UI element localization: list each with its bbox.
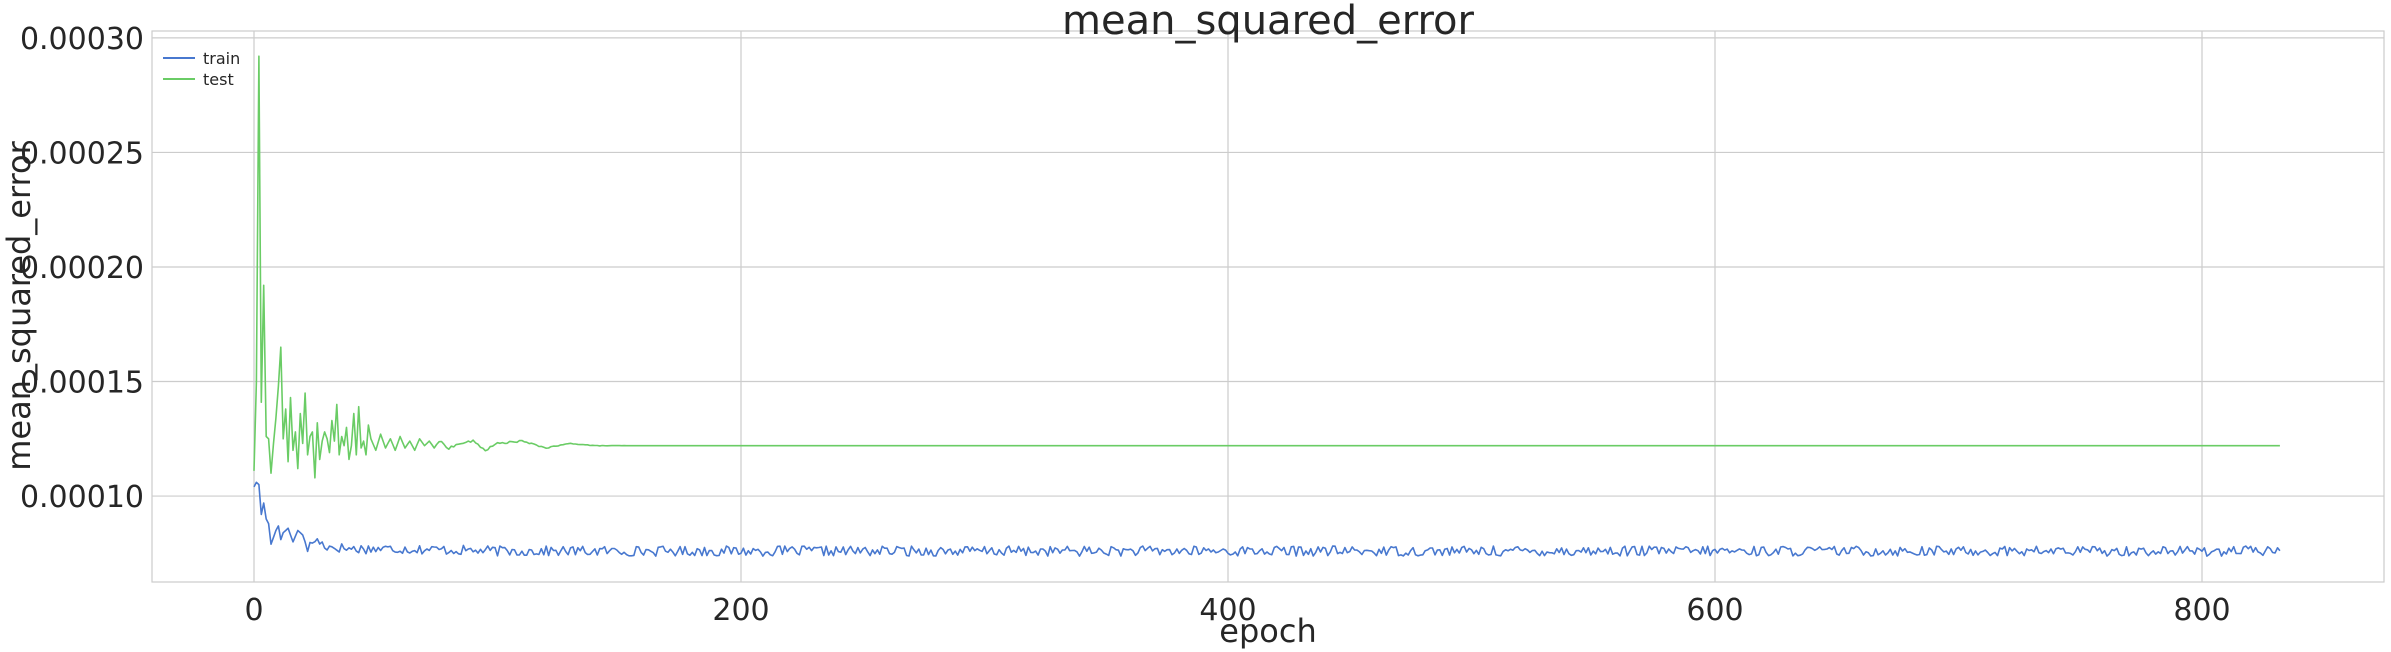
legend-label-test: test [203, 70, 234, 89]
y-tick-label: 0.00015 [20, 366, 144, 401]
chart-title: mean_squared_error [1062, 0, 1474, 44]
series-line-test [253, 55, 2280, 479]
x-tick-label: 0 [244, 593, 263, 628]
x-tick-label: 200 [712, 593, 769, 628]
x-tick-label: 400 [1199, 593, 1256, 628]
x-tick-label: 600 [1686, 593, 1743, 628]
grid [152, 31, 2384, 582]
y-tick-label: 0.00025 [20, 136, 144, 171]
y-tick-label: 0.00020 [20, 251, 144, 286]
legend: train test [163, 49, 240, 89]
y-tick-label: 0.00010 [20, 480, 144, 515]
x-axis-label: epoch [1219, 612, 1316, 650]
x-tick-label: 800 [2173, 593, 2230, 628]
plot-area [151, 30, 2385, 583]
tick-labels: 0 200 400 600 800 0.00010 0.00015 0.00020 0.0002… [20, 22, 2231, 628]
series-layer [253, 55, 2281, 557]
series-line-train [253, 481, 2281, 557]
y-tick-label: 0.00030 [20, 22, 144, 57]
legend-label-train: train [203, 49, 240, 68]
y-axis-label: mean_squared_error [0, 140, 38, 470]
